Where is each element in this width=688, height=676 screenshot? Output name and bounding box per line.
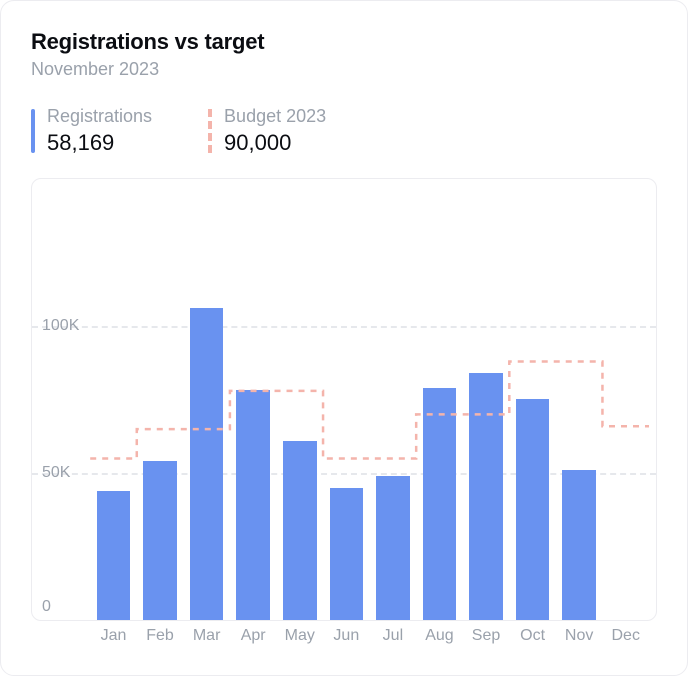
chart-container: 050K100K: [31, 178, 657, 621]
card-subtitle: November 2023: [31, 59, 657, 80]
card-title: Registrations vs target: [31, 29, 657, 55]
x-tick-label: Jan: [101, 627, 127, 645]
legend-value: 58,169: [47, 130, 152, 156]
target-line: [32, 179, 656, 620]
x-tick-label: Feb: [146, 627, 174, 645]
legend-label: Budget 2023: [224, 106, 326, 128]
x-tick-label: Dec: [611, 627, 639, 645]
x-tick-label: Aug: [425, 627, 453, 645]
kpi-card: Registrations vs target November 2023 Re…: [0, 0, 688, 676]
x-tick-label: Apr: [241, 627, 266, 645]
legend-swatch-dashed: [208, 109, 212, 153]
x-axis: Jan Feb Mar Apr May Jun Jul Aug Sep Oct Nov Dec: [31, 627, 657, 657]
x-tick-label: Jul: [383, 627, 403, 645]
x-tick-label: Oct: [520, 627, 545, 645]
legend: Registrations 58,169 Budget 2023 90,000: [31, 106, 657, 156]
x-tick-label: Mar: [193, 627, 221, 645]
x-tick-label: May: [285, 627, 315, 645]
legend-value: 90,000: [224, 130, 326, 156]
x-tick-label: Sep: [472, 627, 500, 645]
legend-item-registrations: Registrations 58,169: [31, 106, 152, 156]
x-tick-label: Nov: [565, 627, 593, 645]
legend-swatch-solid: [31, 109, 35, 153]
plot-area: 050K100K: [32, 179, 656, 620]
x-tick-label: Jun: [333, 627, 359, 645]
legend-item-budget: Budget 2023 90,000: [208, 106, 326, 156]
legend-label: Registrations: [47, 106, 152, 128]
